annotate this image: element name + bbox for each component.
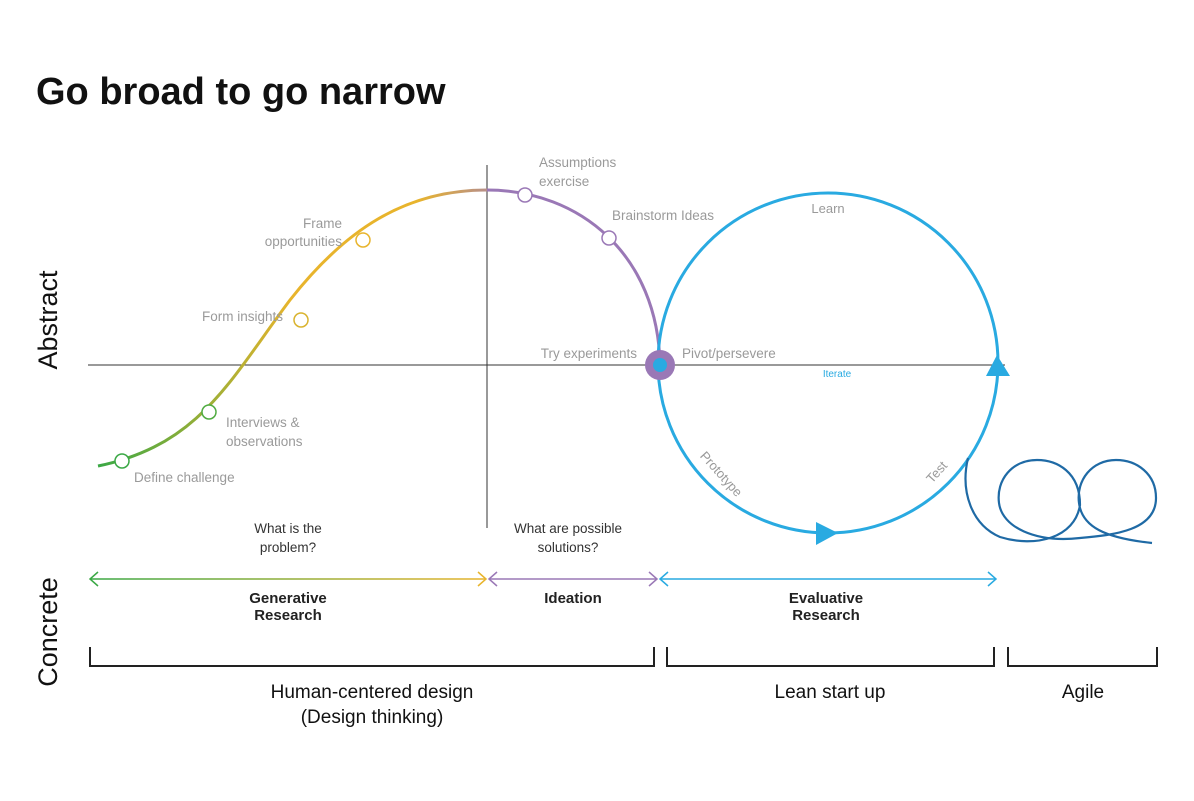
marker-assumptions: [517, 187, 533, 203]
loop-label-iterate: Iterate: [823, 369, 852, 380]
axis-label-abstract: Abstract: [33, 270, 63, 370]
loop-label-learn: Learn: [811, 201, 844, 216]
agile-loops: [964, 457, 1158, 545]
question-solutions-2: solutions?: [538, 540, 599, 555]
marker-define-challenge: [114, 453, 130, 469]
phase-evaluative-1: Evaluative: [789, 590, 863, 607]
loop-label-test: Test: [923, 458, 950, 486]
marker-brainstorm: [601, 230, 617, 246]
method-hcd-1: Human-centered design: [271, 682, 474, 703]
label-try-experiments: Try experiments: [541, 346, 638, 361]
method-agile: Agile: [1062, 682, 1104, 703]
question-problem-1: What is the: [254, 521, 322, 536]
label-form-insights: Form insights: [202, 309, 283, 324]
label-assumptions-2: exercise: [539, 174, 589, 189]
loop-label-prototype: Prototype: [697, 448, 745, 499]
question-problem-2: problem?: [260, 540, 316, 555]
marker-interviews: [201, 404, 217, 420]
loop-arrow-right: [986, 355, 1010, 376]
evaluative-loop: [656, 191, 1000, 535]
evaluative-range-arrow: [658, 571, 998, 587]
bracket-human-centered-design: [89, 647, 655, 667]
axis-label-concrete: Concrete: [33, 577, 63, 687]
generative-curve: [97, 188, 488, 468]
generative-range-arrow: [88, 571, 488, 587]
label-assumptions-1: Assumptions: [539, 155, 617, 170]
label-pivot-persevere: Pivot/persevere: [682, 346, 776, 361]
bracket-lean-startup: [666, 647, 995, 667]
marker-form-insights: [293, 312, 309, 328]
marker-frame-opportunities: [355, 232, 371, 248]
phase-ideation: Ideation: [544, 590, 602, 607]
label-define-challenge: Define challenge: [134, 470, 235, 485]
bracket-agile: [1007, 647, 1158, 667]
phase-generative-2: Research: [254, 607, 322, 624]
ideation-range-arrow: [487, 571, 659, 587]
method-hcd-2: (Design thinking): [301, 707, 444, 728]
marker-pivot-inner: [653, 358, 667, 372]
loop-arrow-bottom: [816, 522, 838, 545]
label-interviews-2: observations: [226, 434, 303, 449]
phase-evaluative-2: Research: [792, 607, 860, 624]
phase-generative-1: Generative: [249, 590, 327, 607]
label-frame-2: opportunities: [265, 234, 343, 249]
page-title: Go broad to go narrow: [36, 71, 446, 113]
label-frame-1: Frame: [303, 216, 342, 231]
label-interviews-1: Interviews &: [226, 415, 300, 430]
label-brainstorm: Brainstorm Ideas: [612, 208, 714, 223]
method-lean: Lean start up: [775, 682, 886, 703]
question-solutions-1: What are possible: [514, 521, 622, 536]
